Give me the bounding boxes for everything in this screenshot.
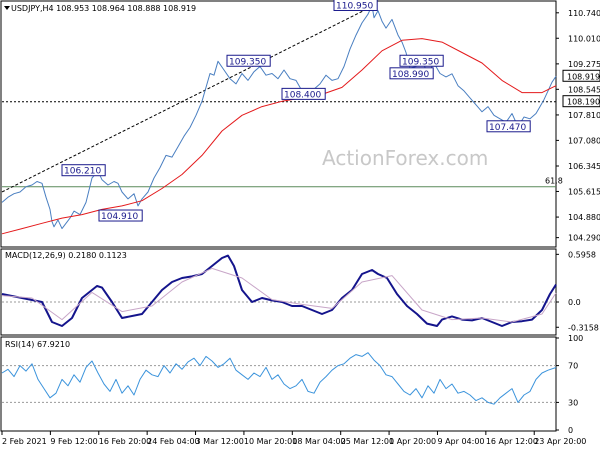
watermark: ActionForex.com [322,146,488,170]
price-y-tick-label: 109.275 [568,60,600,69]
price-annotation-label: 109.350 [229,57,266,67]
x-tick-label: 10 Mar 20:00 [244,437,297,446]
x-tick-label: 9 Apr 04:00 [437,437,484,446]
x-tick-label: 24 Feb 04:00 [147,437,199,446]
price-pane-title: USDJPY,H4 108.953 108.964 108.888 108.91… [11,4,196,13]
price-y-tick-label: 104.290 [568,234,600,243]
fib-level-label: 61.8 [545,177,563,186]
price-annotation-label: 109.350 [402,57,439,67]
macd-layer [1,254,557,327]
price-y-tick-label: 110.010 [568,34,600,43]
current-price-label: 108.919 [567,72,600,81]
price-series-line-1 [1,38,557,235]
x-tick-label: 16 Apr 12:00 [486,437,538,446]
price-pane-frame [0,0,557,248]
macd-pane-frame [0,248,557,336]
x-tick-label: 9 Feb 12:00 [50,437,97,446]
current-price-label-box [562,69,600,82]
price-annotation-label: 108.400 [284,90,321,100]
title-arrow-icon [4,6,10,10]
price-series-line-0 [1,5,557,230]
macd-y-tick-label: 0.5958 [568,250,596,259]
x-tick-label: 2 Feb 2021 [2,437,47,446]
x-tick-label: 1 Apr 20:00 [389,437,436,446]
rsi-y-tick-label: 30 [568,398,578,407]
price-y-tick-label: 108.545 [568,85,600,94]
rsi-pane-title: RSI(14) 67.9210 [5,340,70,349]
rsi-layer [1,352,557,405]
x-tick-label: 16 Feb 20:00 [99,437,151,446]
x-tick-label: 25 Mar 12:00 [341,437,394,446]
macd-series-line-0 [1,254,557,327]
price-annotation-box [486,120,531,133]
support-price-label: 108.190 [567,98,600,107]
macd-series-line-1 [1,267,557,323]
price-layer: 61.8 110.950 109.350 108.400 106.210 104.910 1… [1,0,563,235]
price-y-tick-label: 105.615 [568,187,600,196]
price-annotation-box [389,67,434,80]
price-y-tick-label: 110.740 [568,9,600,18]
price-y-tick-label: 106.345 [568,162,600,171]
rsi-y-tick-label: 100 [568,334,583,343]
price-annotation-box [281,87,326,100]
rsi-y-tick-label: 0 [568,426,573,435]
macd-pane-title: MACD(12,26,9) 0.2180 0.1123 [5,251,127,260]
trend-line [1,5,375,193]
x-tick-label: 3 Mar 12:00 [196,437,244,446]
axes-layer: 110.740 110.010 109.275 108.545 107.810 107.0… [1,9,600,446]
rsi-y-tick-label: 70 [568,362,578,371]
x-tick-label: 23 Apr 20:00 [534,437,586,446]
price-y-tick-label: 107.810 [568,111,600,120]
x-tick-label: 18 Mar 04:00 [292,437,345,446]
price-annotation-box [61,164,106,177]
price-annotation-label: 108.990 [392,70,429,80]
macd-y-tick-label: 0.0 [568,298,581,307]
rsi-pane-frame [0,336,557,432]
macd-y-tick-label: -0.3158 [568,323,599,332]
price-annotation-box [399,54,444,67]
price-y-tick-label: 107.080 [568,136,600,145]
price-y-tick-label: 104.880 [568,213,600,222]
support-price-label-box [562,95,600,108]
price-annotation-box [98,209,143,222]
price-annotation-box [333,0,378,11]
rsi-series-line-0 [1,352,557,405]
price-annotation-label: 104.910 [101,212,138,222]
price-annotation-label: 106.210 [64,167,101,177]
price-annotation-label: 110.950 [336,1,373,11]
price-annotation-box [226,54,271,67]
price-annotation-label: 107.470 [489,123,526,133]
